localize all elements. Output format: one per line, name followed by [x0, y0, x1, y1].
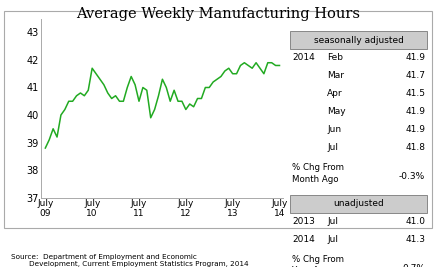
Text: May: May — [327, 107, 346, 116]
Text: Mar: Mar — [327, 71, 344, 80]
Text: 41.8: 41.8 — [405, 143, 425, 152]
Text: Source:  Department of Employment and Economic
        Development, Current Empl: Source: Department of Employment and Eco… — [11, 254, 249, 267]
Text: 2014: 2014 — [292, 235, 315, 244]
Text: Jul: Jul — [327, 235, 338, 244]
Text: 2014: 2014 — [292, 53, 315, 62]
Text: 41.9: 41.9 — [405, 107, 425, 116]
Text: 41.0: 41.0 — [405, 217, 425, 226]
Text: Average Weekly Manufacturing Hours: Average Weekly Manufacturing Hours — [76, 7, 360, 21]
Text: 41.7: 41.7 — [405, 71, 425, 80]
Text: Jul: Jul — [327, 217, 338, 226]
Text: 0.7%: 0.7% — [402, 264, 425, 267]
Text: -0.3%: -0.3% — [399, 172, 425, 181]
Text: 41.9: 41.9 — [405, 125, 425, 134]
Text: 41.5: 41.5 — [405, 89, 425, 98]
Text: 41.3: 41.3 — [405, 235, 425, 244]
Text: 41.9: 41.9 — [405, 53, 425, 62]
Text: Jun: Jun — [327, 125, 341, 134]
Text: seasonally adjusted: seasonally adjusted — [313, 36, 404, 45]
Text: Feb: Feb — [327, 53, 343, 62]
Text: Apr: Apr — [327, 89, 343, 98]
Text: % Chg From
Year Ago: % Chg From Year Ago — [292, 255, 344, 267]
Text: 2013: 2013 — [292, 217, 315, 226]
Text: unadjusted: unadjusted — [333, 199, 384, 208]
Text: Jul: Jul — [327, 143, 338, 152]
Text: % Chg From
Month Ago: % Chg From Month Ago — [292, 163, 344, 183]
